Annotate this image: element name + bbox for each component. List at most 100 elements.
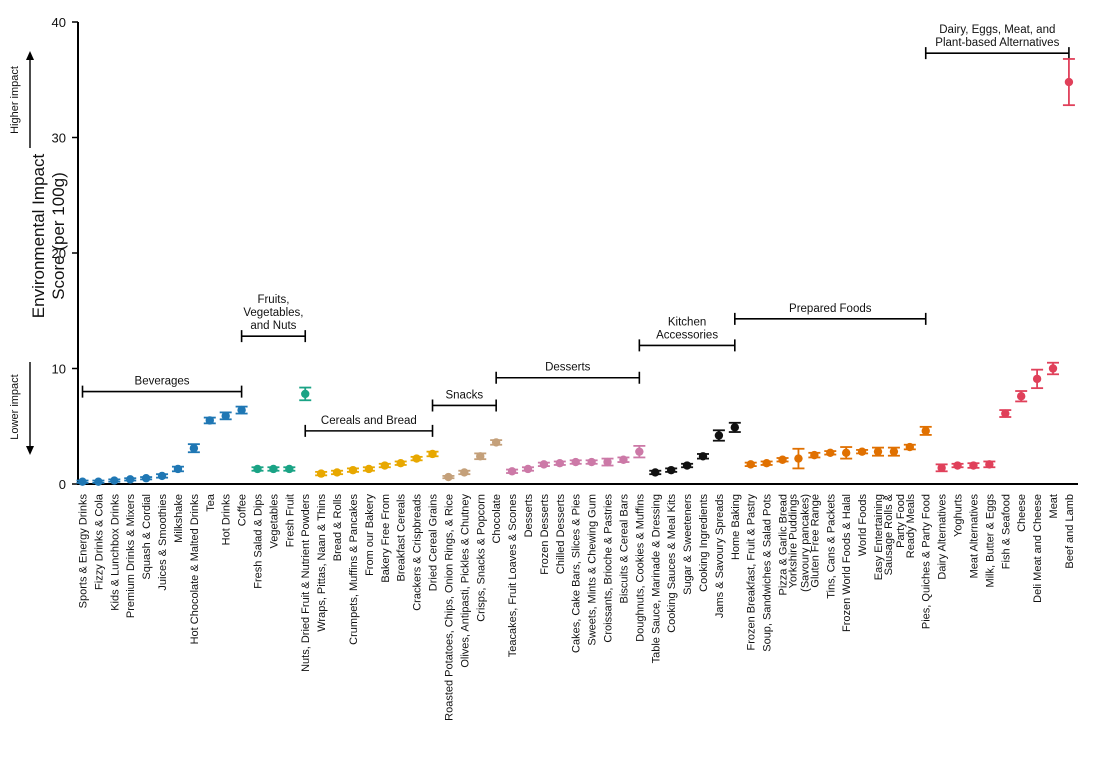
data-point [140, 474, 153, 483]
x-tick-label: Meat [1048, 494, 1060, 518]
data-point [362, 464, 375, 474]
x-tick-label: Dairy Alternatives [937, 494, 949, 580]
point-marker [921, 426, 930, 436]
point-marker [364, 464, 374, 474]
point-marker [94, 477, 103, 486]
point-marker [332, 468, 342, 477]
data-point [553, 459, 566, 468]
data-point [569, 457, 582, 467]
point-marker [460, 468, 469, 477]
point-marker [78, 477, 87, 486]
group-bracket: Fruits,Vegetables,and Nuts [240, 294, 307, 343]
point-marker [221, 411, 230, 421]
x-tick-label: Frozen Breakfast, Fruit & Pastry [746, 494, 758, 651]
data-point [187, 443, 200, 454]
group-bracket: Cereals and Bread [304, 415, 434, 437]
data-point [919, 425, 932, 436]
x-tick-label: Pizza & Garlic Bread [778, 494, 790, 595]
point-marker [507, 467, 517, 476]
data-point [251, 464, 264, 474]
data-point [1031, 368, 1044, 390]
x-tick-label: From our Bakery [364, 494, 376, 576]
x-tick-label: Gluten Free Range [809, 494, 821, 588]
data-point [378, 461, 391, 470]
y-ticks: 0 10 20 30 40 [52, 15, 78, 492]
data-point [1015, 390, 1028, 403]
point-marker [603, 457, 612, 467]
point-marker [157, 471, 167, 481]
data-point [124, 475, 137, 484]
point-marker [587, 457, 596, 467]
group-bracket: Snacks [431, 389, 497, 412]
data-point [521, 464, 534, 474]
point-marker [141, 474, 151, 483]
point-marker [857, 447, 867, 456]
x-tick-label: Soup, Sandwiches & Salad Pots [762, 494, 774, 652]
x-tick-label: Cooking Ingredients [698, 494, 710, 592]
data-point [1062, 58, 1075, 107]
x-tick-label: Frozen Desserts [539, 494, 551, 575]
x-tick-label: Meat Alternatives [968, 494, 980, 579]
data-point [219, 411, 232, 421]
lower-impact-arrowhead [26, 446, 34, 455]
point-marker [969, 461, 978, 470]
group-label: and Nuts [250, 320, 296, 332]
y-tick-label: 0 [59, 477, 66, 492]
data-point [951, 461, 964, 470]
y-tick-label: 40 [52, 15, 66, 30]
x-tick-label: World Foods [857, 494, 869, 557]
x-tick-label: Fish & Seafood [1000, 494, 1012, 569]
bracket-line [431, 399, 497, 412]
group-label: Prepared Foods [789, 303, 872, 315]
x-tick-label: Nuts, Dried Fruit & Nutrient Powders [300, 494, 312, 672]
data-point [331, 468, 344, 477]
x-tick-label: Crumpets, Muffins & Pancakes [348, 494, 360, 645]
data-point [776, 455, 789, 464]
group-label: Vegetables, [243, 307, 303, 319]
group-label: Beverages [135, 376, 190, 388]
data-point [346, 465, 359, 475]
x-tick-label: Party Food [895, 494, 907, 548]
point-marker [985, 460, 994, 469]
higher-impact-arrowhead [26, 51, 34, 60]
x-tick-label: Hot Chocolate & Malted Drinks [189, 494, 201, 645]
point-marker [889, 447, 899, 456]
x-tick-label: Milkshake [173, 494, 185, 543]
point-marker [1001, 409, 1010, 418]
data-point [808, 450, 821, 460]
group-bracket: Prepared Foods [734, 303, 927, 325]
data-point [601, 457, 614, 467]
x-tick-label: Cakes, Cake Bars, Slices & Pies [571, 494, 583, 653]
x-tick-label: Teacakes, Fruit Loaves & Scones [507, 494, 519, 658]
group-label: Kitchen [668, 316, 706, 328]
x-tick-label: Yoghurts [953, 494, 965, 538]
point-marker [189, 443, 199, 453]
x-tick-label: Pies, Quiches & Party Food [921, 494, 933, 629]
x-tick-label: Tea [205, 493, 217, 512]
x-tick-label: Croissants, Brioche & Pastries [603, 494, 615, 643]
point-marker [237, 405, 246, 415]
point-marker [746, 460, 755, 469]
bracket-line [924, 47, 1070, 60]
point-marker [173, 464, 183, 474]
group-bracket: Beverages [81, 376, 243, 398]
point-marker [794, 454, 803, 463]
point-marker [476, 452, 485, 461]
x-tick-label: Yorkshire Puddings [787, 494, 799, 589]
data-point [983, 460, 996, 469]
data-point [171, 464, 184, 474]
x-tick-label: Crackers & Crispbreads [412, 494, 424, 611]
data-point [585, 457, 598, 467]
x-tick-label: Breakfast Cereals [396, 494, 408, 582]
group-label: Dairy, Eggs, Meat, and [939, 24, 1055, 36]
group-label: Snacks [445, 389, 483, 401]
data-point [935, 463, 948, 473]
point-marker [348, 465, 358, 475]
point-marker [1064, 77, 1074, 87]
x-tick-label: Deli Meat and Cheese [1032, 494, 1044, 603]
group-label: Desserts [545, 362, 591, 374]
x-tick-label: Fresh Fruit [284, 494, 296, 547]
point-marker [444, 472, 453, 482]
